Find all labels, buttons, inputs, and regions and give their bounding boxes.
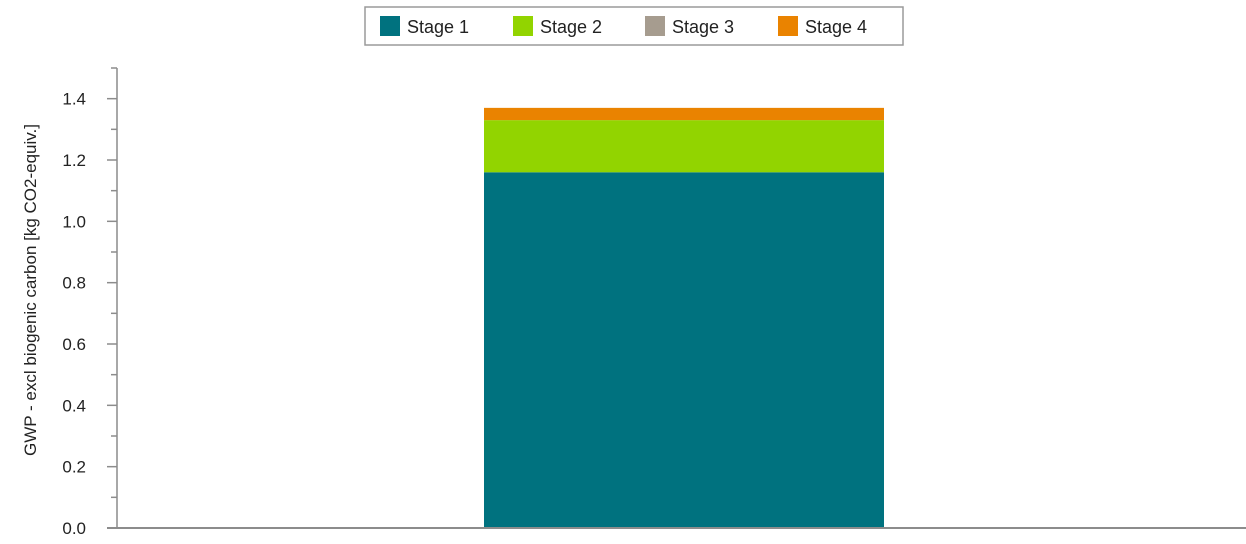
legend-swatch-stage-3 xyxy=(645,16,665,36)
legend-label-stage-3: Stage 3 xyxy=(672,17,734,37)
bars xyxy=(484,107,884,528)
y-tick-label: 0.4 xyxy=(62,396,86,415)
legend-box xyxy=(364,6,904,46)
y-tick-label: 1.4 xyxy=(62,90,86,109)
legend-label-stage-4: Stage 4 xyxy=(805,17,867,37)
bar-segment-stage-4 xyxy=(484,107,884,121)
y-tick-label: 0.8 xyxy=(62,274,86,293)
y-tick-label: 1.2 xyxy=(62,151,86,170)
y-tick-label: 0.2 xyxy=(62,458,86,477)
legend-label-stage-1: Stage 1 xyxy=(407,17,469,37)
legend-swatch-stage-4 xyxy=(778,16,798,36)
legend-swatch-stage-1 xyxy=(380,16,400,36)
y-tick-label: 0.6 xyxy=(62,335,86,354)
y-tick-label: 1.0 xyxy=(62,212,86,231)
bar-segment-stage-2 xyxy=(484,120,884,173)
y-tick-label: 0.0 xyxy=(62,519,86,538)
y-axis-title: GWP - excl biogenic carbon [kg CO2-equiv… xyxy=(21,124,40,456)
bar-segment-stage-1 xyxy=(484,172,884,528)
legend-swatch-stage-2 xyxy=(513,16,533,36)
legend-label-stage-2: Stage 2 xyxy=(540,17,602,37)
legend: Stage 1 Stage 2 Stage 3 Stage 4 xyxy=(364,6,904,46)
y-axis: 0.0 0.2 0.4 0.6 0.8 1.0 1.2 1.4 xyxy=(62,67,118,538)
